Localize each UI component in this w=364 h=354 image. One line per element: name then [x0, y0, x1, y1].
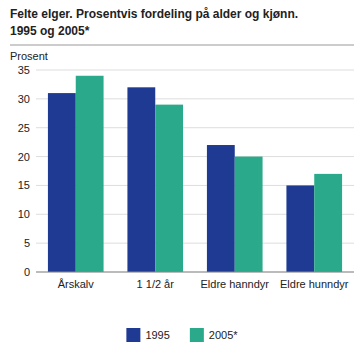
- x-tick-label: Eldre hunndyr: [280, 278, 349, 290]
- title: Felte elger. Prosentvis fordeling på ald…: [10, 7, 298, 21]
- x-tick-label: Årskalv: [58, 278, 95, 290]
- x-axis-line: [36, 272, 354, 273]
- y-tick-label: 5: [24, 237, 30, 249]
- bar: [48, 93, 76, 272]
- grid: [36, 70, 354, 272]
- legend: 1995 2005*: [126, 328, 238, 342]
- bar: [127, 87, 155, 272]
- y-tick-label: 35: [18, 64, 30, 76]
- title-rule: [10, 45, 354, 46]
- legend-label: 1995: [145, 329, 169, 341]
- subtitle: 1995 og 2005*: [10, 24, 90, 38]
- legend-swatch: [190, 328, 204, 342]
- bar: [76, 76, 104, 272]
- bar: [207, 145, 235, 272]
- bar: [314, 174, 342, 272]
- y-tick-label: 0: [24, 266, 30, 278]
- legend-swatch: [126, 328, 140, 342]
- bar: [155, 105, 183, 272]
- chart: Felte elger. Prosentvis fordeling på ald…: [0, 0, 364, 354]
- grid-line: [36, 272, 354, 273]
- y-tick-label: 10: [18, 208, 30, 220]
- x-tick-label: Eldre hanndyr: [201, 278, 270, 290]
- bar: [286, 185, 314, 272]
- grid-line: [36, 70, 354, 71]
- y-axis-label: Prosent: [10, 50, 48, 62]
- bar: [235, 157, 263, 272]
- y-tick-label: 15: [18, 179, 30, 191]
- legend-label: 2005*: [209, 329, 238, 341]
- bars: [48, 76, 342, 272]
- x-tick-label: 1 1/2 år: [137, 278, 175, 290]
- y-tick-label: 30: [18, 93, 30, 105]
- y-tick-label: 20: [18, 151, 30, 163]
- y-tick-label: 25: [18, 122, 30, 134]
